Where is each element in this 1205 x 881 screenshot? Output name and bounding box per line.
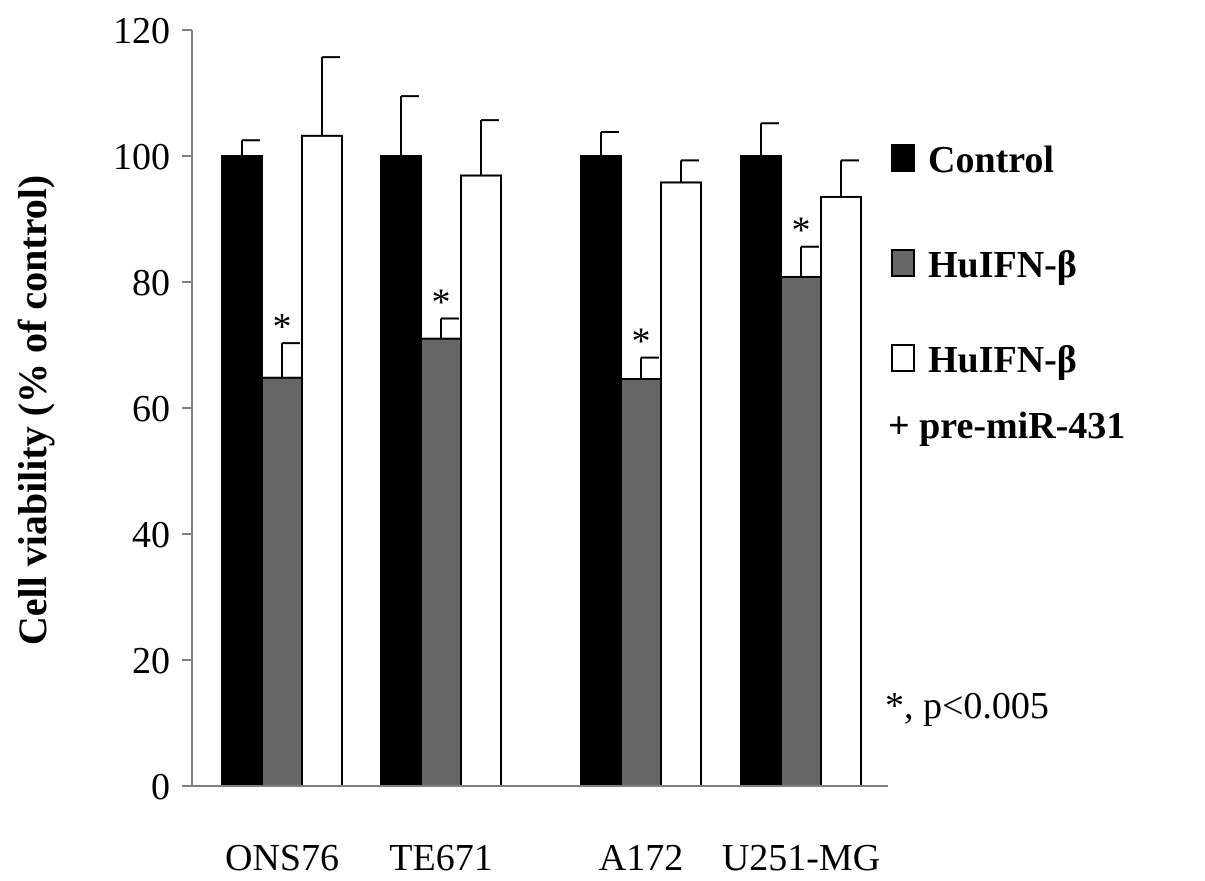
- x-category-label: TE671: [389, 837, 492, 879]
- significance-marks: * * * *: [273, 210, 811, 363]
- significance-star: *: [273, 306, 292, 348]
- y-tick-label: 60: [132, 388, 170, 430]
- bar-ons76-1: [261, 376, 303, 787]
- significance-note: *, p<0.005: [885, 685, 1049, 727]
- bar-te671-1: [420, 337, 462, 787]
- bar-ons76-2: [301, 134, 343, 787]
- legend-swatch: [891, 249, 915, 277]
- legend-label: HuIFN-β: [928, 339, 1077, 381]
- bar-ons76-0: [221, 155, 263, 787]
- significance-star: *: [792, 210, 811, 252]
- legend: Control HuIFN-β HuIFN-β + pre-miR-431: [888, 139, 1125, 447]
- error-bars: [241, 56, 859, 380]
- bar-u251-mg-1: [780, 275, 822, 787]
- legend-label: Control: [928, 139, 1054, 181]
- bar-u251-mg-0: [740, 155, 782, 787]
- legend-label: HuIFN-β: [928, 244, 1077, 286]
- x-category-label: U251-MG: [722, 837, 880, 879]
- significance-star: *: [632, 321, 651, 363]
- y-tick-label: 100: [113, 136, 170, 178]
- legend-swatch: [891, 344, 915, 372]
- y-axis-label: Cell viability (% of control): [10, 175, 55, 645]
- y-tick-label: 80: [132, 262, 170, 304]
- bar-te671-0: [380, 155, 422, 787]
- bar-a172-0: [580, 155, 622, 787]
- bar-a172-1: [620, 378, 662, 787]
- y-axis-ticks: 0 20 40 60 80 100 120: [113, 10, 192, 808]
- x-category-label: ONS76: [225, 837, 339, 879]
- bar-u251-mg-2: [820, 195, 862, 787]
- bars: [221, 134, 862, 787]
- y-tick-label: 20: [132, 640, 170, 682]
- significance-star: *: [432, 282, 451, 324]
- x-axis-category-labels: ONS76 TE671 A172 U251-MG: [225, 837, 880, 879]
- bar-a172-2: [660, 181, 702, 787]
- x-category-label: A172: [599, 837, 683, 879]
- legend-swatch: [891, 144, 915, 172]
- legend-label: + pre-miR-431: [888, 405, 1125, 447]
- y-tick-label: 40: [132, 514, 170, 556]
- y-tick-label: 120: [113, 10, 170, 52]
- bar-te671-2: [460, 174, 502, 787]
- y-tick-label: 0: [151, 766, 170, 808]
